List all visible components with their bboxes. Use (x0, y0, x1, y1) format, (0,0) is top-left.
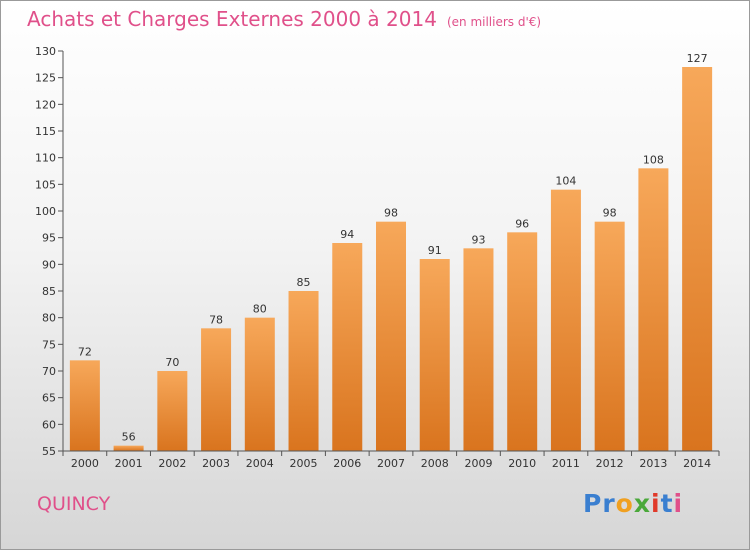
x-tick-label-2003: 2003 (202, 457, 230, 470)
x-tick-label-2010: 2010 (508, 457, 536, 470)
chart-title: Achats et Charges Externes 2000 à 2014 (e… (27, 7, 541, 31)
value-label-2005: 85 (297, 276, 311, 289)
y-tick-label: 115 (35, 125, 56, 138)
y-tick-label: 55 (42, 445, 56, 458)
x-axis: 2000 2001 2002 2003 2004 2005 2006 2007 2008 2009… (62, 450, 720, 470)
x-tick-label-2001: 2001 (115, 457, 143, 470)
y-axis: 55 60 65 70 75 80 85 90 95 100 105 110 115 120 125 130 (35, 45, 64, 458)
bar-2013 (638, 168, 669, 452)
x-tick-label-2013: 2013 (639, 457, 667, 470)
bar-2014 (682, 67, 713, 451)
proxiti-logo[interactable]: Proxiti (583, 489, 683, 518)
chart-title-unit: (en milliers d'€) (446, 15, 542, 29)
value-label-2003: 78 (209, 313, 223, 326)
logo-letter: t (660, 489, 674, 518)
bar-2007 (376, 221, 406, 451)
y-tick-label: 130 (35, 45, 56, 58)
bar-2001 (113, 445, 144, 451)
x-tick-label-2000: 2000 (71, 457, 99, 470)
bar-2004 (244, 317, 275, 451)
logo-letter: o (615, 489, 634, 518)
x-tick-label-2007: 2007 (377, 457, 405, 470)
x-tick-label-2011: 2011 (552, 457, 580, 470)
bar-2012 (594, 221, 625, 451)
y-tick-label: 125 (35, 72, 56, 85)
bars: 72 56 70 78 80 85 94 98 91 93 96 104 98 108 127 (69, 52, 713, 452)
x-tick-label-2012: 2012 (596, 457, 624, 470)
x-tick-label-2002: 2002 (158, 457, 186, 470)
logo-letter: i (651, 489, 661, 518)
bar-2006 (332, 243, 363, 451)
chart-title-main: Achats et Charges Externes 2000 à 2014 (27, 7, 437, 31)
value-label-2002: 70 (165, 356, 179, 369)
logo-letter: x (633, 489, 651, 518)
y-tick-label: 70 (42, 365, 56, 378)
logo-letter: P (583, 489, 603, 518)
value-label-2008: 91 (428, 244, 442, 257)
x-tick-label-2006: 2006 (333, 457, 361, 470)
logo-letter: i (673, 489, 684, 518)
y-tick-label: 100 (35, 205, 56, 218)
y-tick-label: 75 (42, 338, 56, 351)
x-tick-label-2009: 2009 (464, 457, 492, 470)
x-tick-label-2004: 2004 (246, 457, 274, 470)
y-tick-label: 90 (42, 258, 56, 271)
y-tick-label: 110 (35, 152, 56, 165)
value-label-2010: 96 (515, 217, 529, 230)
value-label-2013: 108 (643, 153, 664, 166)
value-label-2011: 104 (555, 175, 576, 188)
x-tick-label-2008: 2008 (421, 457, 449, 470)
bar-2008 (419, 259, 450, 451)
y-tick-label: 80 (42, 312, 56, 325)
value-label-2001: 56 (122, 431, 136, 444)
city-name: QUINCY (37, 493, 111, 515)
y-tick-label: 105 (35, 178, 56, 191)
y-tick-label: 120 (35, 98, 56, 111)
bar-2000 (69, 360, 100, 451)
logo-letter: r (602, 489, 616, 518)
y-tick-label: 65 (42, 392, 56, 405)
value-label-2000: 72 (78, 345, 92, 358)
value-label-2007: 98 (384, 207, 398, 220)
x-tick-label-2014: 2014 (683, 457, 711, 470)
value-label-2009: 93 (471, 233, 485, 246)
bar-2002 (157, 371, 188, 451)
value-label-2006: 94 (340, 228, 354, 241)
y-tick-label: 95 (42, 232, 56, 245)
bar-2009 (463, 248, 494, 451)
value-label-2014: 127 (687, 52, 708, 65)
bar-2003 (201, 328, 232, 451)
bar-2011 (550, 189, 581, 451)
value-label-2004: 80 (253, 303, 267, 316)
y-tick-label: 85 (42, 285, 56, 298)
value-label-2012: 98 (603, 207, 617, 220)
bar-2005 (288, 291, 319, 451)
x-tick-label-2005: 2005 (290, 457, 318, 470)
bar-2010 (507, 232, 538, 451)
y-tick-label: 60 (42, 418, 56, 431)
